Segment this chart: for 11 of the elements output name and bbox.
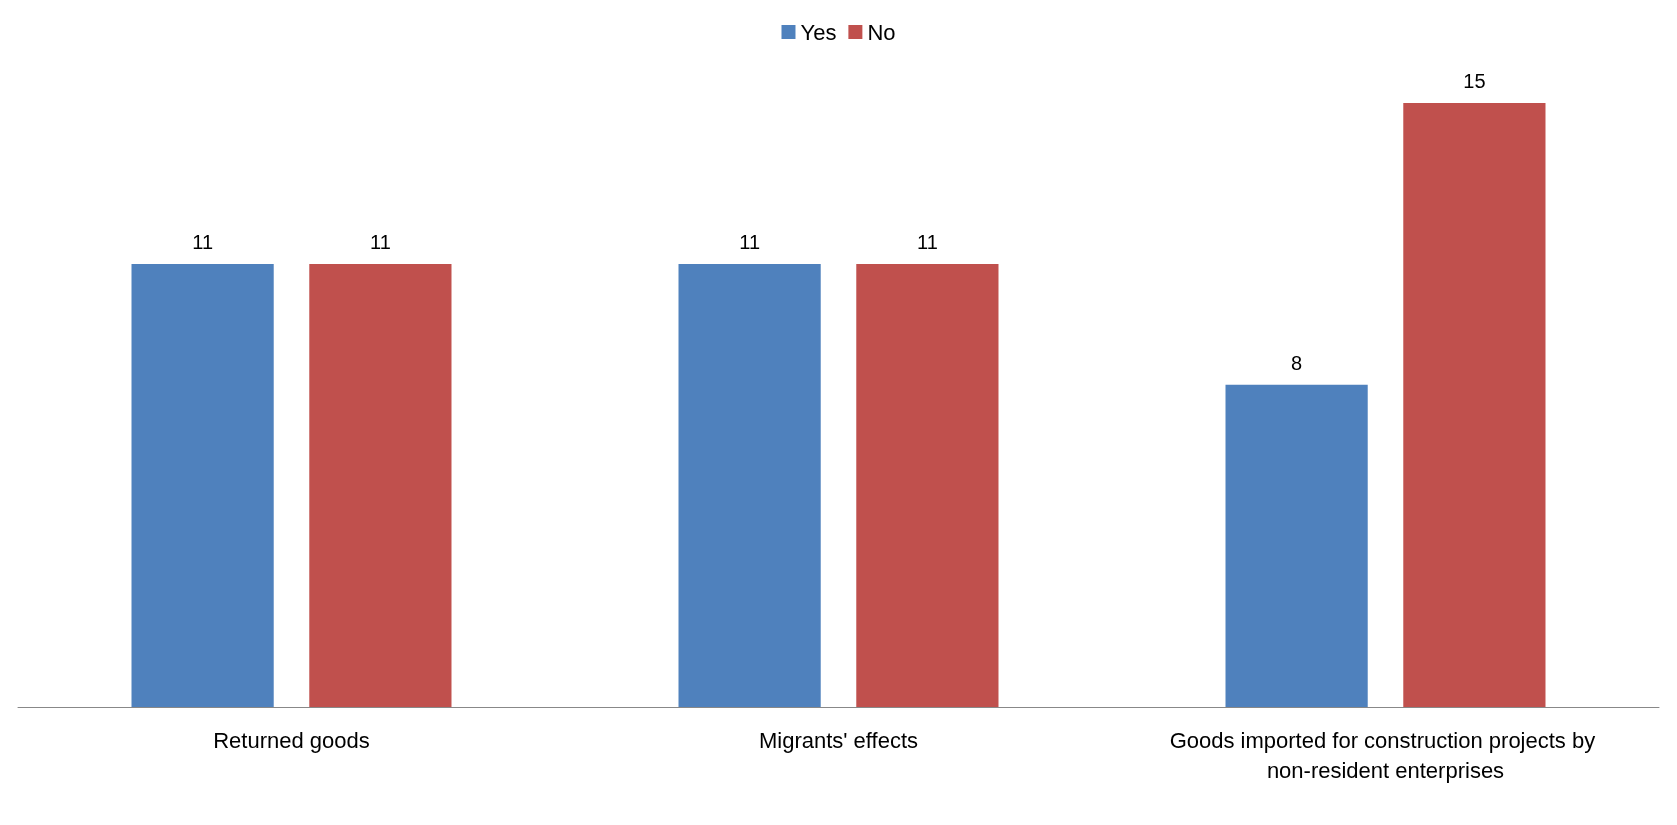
data-label: 11 — [917, 231, 938, 254]
x-tick-label: Returned goods — [213, 727, 370, 753]
data-label: 15 — [1463, 70, 1486, 92]
legend-label: Yes — [800, 19, 837, 45]
legend-label: No — [867, 19, 896, 45]
x-tick-label: Migrants' effects — [758, 727, 919, 753]
data-label: 8 — [1291, 351, 1303, 374]
data-label: 11 — [370, 231, 391, 254]
data-label: 11 — [739, 231, 760, 254]
data-label: 11 — [192, 231, 213, 254]
x-tick-label: Goods imported for construction projects by non-resident enterprises — [1169, 727, 1602, 783]
